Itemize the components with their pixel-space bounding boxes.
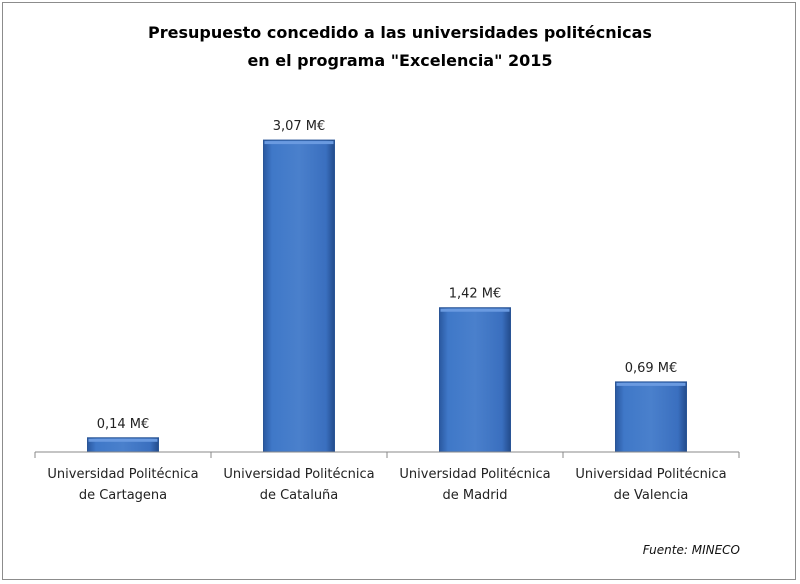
chart-title-line-2: en el programa "Excelencia" 2015: [247, 51, 552, 70]
data-label: 3,07 M€: [273, 119, 326, 134]
x-tick-label: Universidad Politécnica: [223, 467, 374, 482]
bar: [263, 139, 335, 453]
bar-highlight: [88, 438, 158, 442]
data-label: 1,42 M€: [449, 287, 502, 302]
bar: [615, 381, 687, 453]
source-note: Fuente: MINECO: [643, 543, 740, 557]
x-tick-label: de Valencia: [614, 488, 689, 503]
x-tick-label: de Cartagena: [79, 488, 167, 503]
x-tick-label: de Cataluña: [260, 488, 339, 503]
bar-highlight: [616, 382, 686, 386]
data-label: 0,69 M€: [625, 361, 678, 376]
x-tick-label: Universidad Politécnica: [399, 467, 550, 482]
bar: [439, 307, 511, 453]
chart-title-line-1: Presupuesto concedido a las universidade…: [148, 23, 652, 42]
x-tick-label: Universidad Politécnica: [575, 467, 726, 482]
data-label: 0,14 M€: [97, 417, 150, 432]
bar-highlight: [264, 141, 334, 145]
x-tick-label: Universidad Politécnica: [47, 467, 198, 482]
x-tick-label: de Madrid: [442, 488, 507, 503]
bar-highlight: [440, 308, 510, 312]
